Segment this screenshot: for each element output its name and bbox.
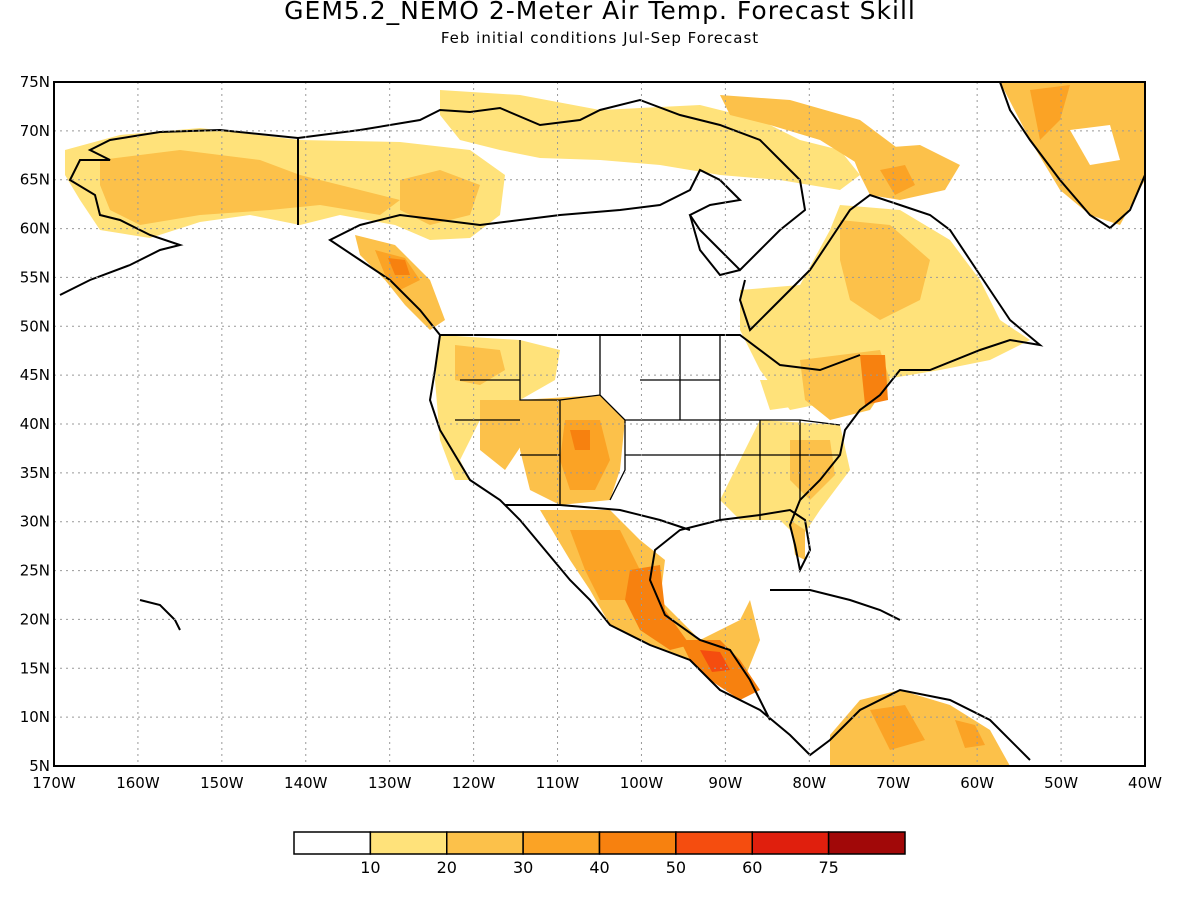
shade-greenland [1000, 82, 1145, 225]
map-title: GEM5.2_NEMO 2-Meter Air Temp. Forecast S… [284, 0, 916, 25]
lat-tick-label: 5N [29, 757, 50, 775]
lat-tick-label: 65N [20, 171, 50, 189]
shade-florida [790, 520, 805, 560]
lat-tick-label: 40N [20, 415, 50, 433]
lat-ticks: 75N 70N 65N 60N 55N 50N 45N 40N 35N 30N 25N 20N 15N 1… [20, 73, 50, 775]
lon-ticks: 170W 160W 150W 140W 130W 120W 110W 100W 90W 80W 70… [32, 774, 1162, 792]
skill-shading [65, 82, 1145, 766]
lon-tick-label: 120W [452, 774, 496, 792]
lon-tick-label: 140W [284, 774, 328, 792]
border-us-mexico [505, 504, 691, 531]
colorbar-label: 50 [666, 858, 686, 877]
coast-greenland [999, 82, 1145, 230]
lat-tick-label: 70N [20, 122, 50, 140]
coast-cuba [770, 589, 901, 621]
colorbar-swatch [827, 831, 906, 855]
map-frame [53, 81, 1146, 767]
lon-tick-label: 150W [200, 774, 244, 792]
colorbar-label: 40 [589, 858, 609, 877]
shade-nevada [480, 400, 525, 470]
lat-tick-label: 30N [20, 513, 50, 531]
shade-bc-hot [388, 258, 410, 275]
shade-greenland-white [1070, 125, 1120, 165]
coast-hawaii [139, 599, 181, 631]
shade-south-america-hot [955, 720, 985, 748]
lon-tick-label: 130W [368, 774, 412, 792]
colorbar-label: 30 [513, 858, 533, 877]
lon-tick-label: 40W [1128, 774, 1162, 792]
coast-hudson-bay [689, 214, 741, 277]
shade-arctic-islands [440, 90, 860, 190]
lat-tick-label: 20N [20, 610, 50, 628]
lon-tick-label: 170W [32, 774, 76, 792]
lon-tick-label: 160W [116, 774, 160, 792]
colorbar-label: 20 [437, 858, 457, 877]
lon-tick-label: 110W [536, 774, 580, 792]
border-us-canada [297, 138, 861, 372]
colorbar-swatch [446, 831, 524, 855]
lat-tick-label: 15N [20, 659, 50, 677]
lat-tick-label: 45N [20, 366, 50, 384]
shade-alaska-core [100, 150, 400, 225]
colorbar-swatch [751, 831, 830, 855]
border-states [455, 335, 841, 520]
lon-tick-label: 100W [620, 774, 664, 792]
shade-quebec-core [840, 220, 930, 320]
lon-tick-label: 60W [960, 774, 994, 792]
lon-tick-label: 90W [708, 774, 742, 792]
colorbar: 10 20 30 40 50 60 75 [293, 831, 906, 877]
lat-tick-label: 25N [20, 562, 50, 580]
lat-tick-label: 10N [20, 708, 50, 726]
map-subtitle: Feb initial conditions Jul-Sep Forecast [440, 29, 760, 47]
shade-yukon-core [400, 170, 480, 225]
shade-four-corners-hot [570, 430, 590, 450]
coast-gulf-east [648, 193, 1044, 721]
colorbar-label: 60 [742, 858, 762, 877]
shade-great-lakes [760, 380, 805, 410]
colorbar-swatch [675, 831, 753, 855]
shade-south-america [830, 690, 1010, 766]
lon-tick-label: 70W [876, 774, 910, 792]
colorbar-swatch [598, 831, 677, 855]
lat-tick-label: 75N [20, 73, 50, 91]
shade-central-america-hot [700, 650, 730, 672]
gridlines [54, 82, 1145, 766]
shade-mexico-core [570, 530, 640, 600]
lat-tick-label: 55N [20, 268, 50, 286]
lon-tick-label: 80W [792, 774, 826, 792]
colorbar-label: 10 [360, 858, 380, 877]
colorbar-label: 75 [818, 858, 838, 877]
colorbar-swatch [522, 831, 601, 855]
colorbar-swatch [369, 831, 448, 855]
lon-tick-label: 50W [1044, 774, 1078, 792]
lat-tick-label: 60N [20, 220, 50, 238]
shade-baffin-hot [880, 165, 915, 195]
shade-greenland-edge [1030, 85, 1070, 140]
shade-arctic-core [720, 95, 900, 190]
lat-tick-label: 35N [20, 464, 50, 482]
lat-tick-label: 50N [20, 317, 50, 335]
colorbar-swatch [293, 831, 372, 855]
shade-south-america-core [870, 705, 925, 750]
